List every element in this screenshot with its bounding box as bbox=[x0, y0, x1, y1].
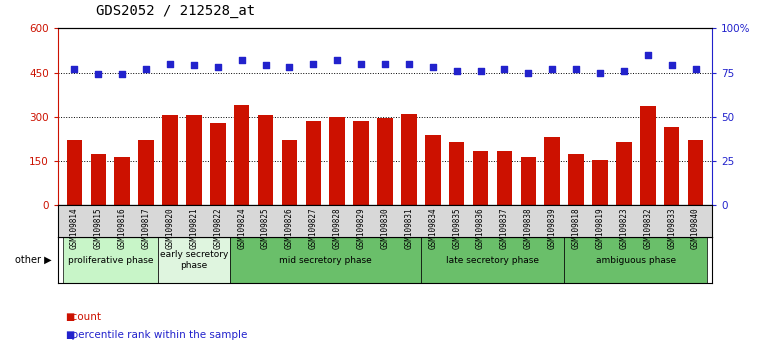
Text: GSM109815: GSM109815 bbox=[94, 208, 103, 250]
Point bbox=[641, 52, 654, 58]
Text: GSM109830: GSM109830 bbox=[380, 208, 390, 250]
Point bbox=[450, 68, 463, 74]
Text: late secretory phase: late secretory phase bbox=[446, 256, 539, 265]
Text: GSM109817: GSM109817 bbox=[142, 208, 151, 250]
Text: GSM109827: GSM109827 bbox=[309, 208, 318, 250]
Bar bbox=[664, 127, 679, 205]
Bar bbox=[229, 237, 421, 283]
Bar bbox=[521, 156, 536, 205]
Text: GSM109832: GSM109832 bbox=[643, 208, 652, 250]
Bar bbox=[210, 123, 226, 205]
Text: GSM109824: GSM109824 bbox=[237, 208, 246, 250]
Point bbox=[427, 64, 439, 70]
Text: mid secretory phase: mid secretory phase bbox=[279, 256, 372, 265]
Text: GSM109816: GSM109816 bbox=[118, 208, 127, 250]
Text: GSM109821: GSM109821 bbox=[189, 208, 199, 250]
Point bbox=[403, 61, 415, 67]
Text: GSM109836: GSM109836 bbox=[476, 208, 485, 250]
Bar bbox=[592, 160, 608, 205]
Bar bbox=[473, 151, 488, 205]
Point bbox=[212, 64, 224, 70]
Bar bbox=[62, 237, 158, 283]
Text: GSM109825: GSM109825 bbox=[261, 208, 270, 250]
Bar bbox=[401, 114, 417, 205]
Text: GSM109822: GSM109822 bbox=[213, 208, 223, 250]
Text: early secretory
phase: early secretory phase bbox=[159, 251, 228, 270]
Bar bbox=[544, 137, 560, 205]
Point bbox=[283, 64, 296, 70]
Point bbox=[474, 68, 487, 74]
Point bbox=[665, 63, 678, 68]
Text: ■: ■ bbox=[65, 330, 75, 340]
Point bbox=[164, 61, 176, 67]
Text: GSM109814: GSM109814 bbox=[70, 208, 79, 250]
Text: count: count bbox=[65, 312, 102, 322]
Point bbox=[331, 57, 343, 63]
Text: GSM109828: GSM109828 bbox=[333, 208, 342, 250]
Point bbox=[188, 63, 200, 68]
Bar bbox=[115, 156, 130, 205]
Bar bbox=[162, 115, 178, 205]
Bar bbox=[564, 237, 708, 283]
Bar bbox=[640, 107, 655, 205]
Text: GSM109838: GSM109838 bbox=[524, 208, 533, 250]
Bar bbox=[616, 142, 631, 205]
Point bbox=[379, 61, 391, 67]
Text: GSM109831: GSM109831 bbox=[404, 208, 413, 250]
Bar bbox=[139, 141, 154, 205]
Point bbox=[69, 66, 81, 72]
Point bbox=[689, 66, 701, 72]
Bar bbox=[497, 151, 512, 205]
Bar bbox=[421, 237, 564, 283]
Text: GSM109835: GSM109835 bbox=[452, 208, 461, 250]
Bar bbox=[330, 117, 345, 205]
Text: GSM109818: GSM109818 bbox=[571, 208, 581, 250]
Point bbox=[236, 57, 248, 63]
Text: GSM109820: GSM109820 bbox=[166, 208, 175, 250]
Bar bbox=[425, 135, 440, 205]
Text: GSM109837: GSM109837 bbox=[500, 208, 509, 250]
Bar bbox=[353, 121, 369, 205]
Bar bbox=[377, 118, 393, 205]
Point bbox=[259, 63, 272, 68]
Point bbox=[116, 72, 129, 77]
Text: other ▶: other ▶ bbox=[15, 255, 52, 265]
Text: percentile rank within the sample: percentile rank within the sample bbox=[65, 330, 248, 340]
Point bbox=[355, 61, 367, 67]
Point bbox=[570, 66, 582, 72]
Bar bbox=[282, 141, 297, 205]
Text: GSM109826: GSM109826 bbox=[285, 208, 294, 250]
Point bbox=[140, 66, 152, 72]
Text: GSM109823: GSM109823 bbox=[619, 208, 628, 250]
Text: GSM109834: GSM109834 bbox=[428, 208, 437, 250]
Bar bbox=[306, 121, 321, 205]
Point bbox=[618, 68, 630, 74]
Text: GSM109839: GSM109839 bbox=[547, 208, 557, 250]
Text: GSM109819: GSM109819 bbox=[595, 208, 604, 250]
Bar bbox=[688, 141, 703, 205]
Text: proliferative phase: proliferative phase bbox=[68, 256, 153, 265]
Text: GSM109833: GSM109833 bbox=[667, 208, 676, 250]
Point bbox=[307, 61, 320, 67]
Text: GDS2052 / 212528_at: GDS2052 / 212528_at bbox=[96, 4, 256, 18]
Bar bbox=[449, 142, 464, 205]
Bar bbox=[158, 237, 229, 283]
Bar bbox=[234, 105, 249, 205]
Text: GSM109840: GSM109840 bbox=[691, 208, 700, 250]
Text: ■: ■ bbox=[65, 312, 75, 322]
Text: ambiguous phase: ambiguous phase bbox=[596, 256, 676, 265]
Bar bbox=[67, 141, 82, 205]
Bar bbox=[91, 154, 106, 205]
Bar bbox=[186, 115, 202, 205]
Bar bbox=[568, 154, 584, 205]
Point bbox=[498, 66, 511, 72]
Text: GSM109829: GSM109829 bbox=[357, 208, 366, 250]
Point bbox=[92, 72, 105, 77]
Point bbox=[594, 70, 606, 75]
Bar bbox=[258, 115, 273, 205]
Point bbox=[522, 70, 534, 75]
Point bbox=[546, 66, 558, 72]
